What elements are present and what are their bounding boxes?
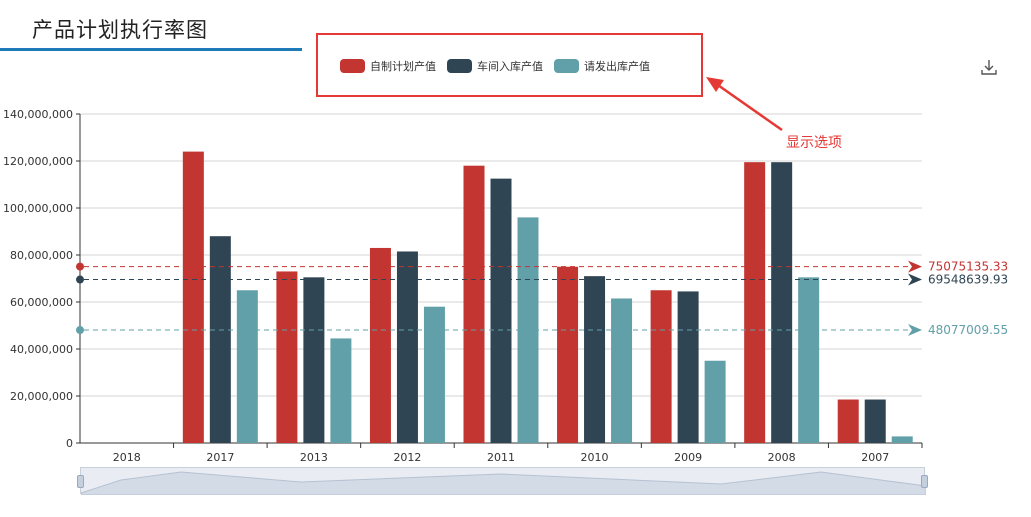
bar[interactable] [209, 236, 231, 443]
title-underline [0, 48, 302, 51]
bar[interactable] [236, 290, 258, 443]
x-tick-label: 2017 [206, 451, 234, 464]
y-tick-label: 60,000,000 [10, 296, 73, 309]
bar[interactable] [423, 306, 445, 443]
data-zoom-slider[interactable] [77, 467, 928, 495]
legend-label-plan: 自制计划产值 [370, 60, 436, 73]
bar[interactable] [182, 151, 204, 443]
y-tick-label: 20,000,000 [10, 390, 73, 403]
x-tick-label: 2018 [113, 451, 141, 464]
annotation-arrow [706, 77, 783, 132]
bar[interactable] [611, 298, 633, 443]
legend-swatch-outbound [554, 59, 579, 73]
bar[interactable] [276, 271, 298, 443]
bar[interactable] [650, 290, 672, 443]
markline-label: 48077009.55 [928, 323, 1008, 337]
y-tick-label: 40,000,000 [10, 343, 73, 356]
y-tick-label: 0 [66, 437, 73, 450]
zoom-handle-left[interactable] [77, 475, 84, 488]
bar[interactable] [584, 276, 606, 443]
y-tick-label: 80,000,000 [10, 249, 73, 262]
bar[interactable] [463, 165, 485, 443]
legend-item-outbound[interactable]: 请发出库产值 [554, 58, 650, 74]
legend-swatch-workshop [447, 59, 472, 73]
legend-label-outbound: 请发出库产值 [584, 60, 650, 73]
x-tick-label: 2011 [487, 451, 515, 464]
bar[interactable] [396, 251, 418, 443]
x-tick-label: 2009 [674, 451, 702, 464]
bar[interactable] [369, 247, 391, 443]
y-tick-label: 140,000,000 [3, 108, 73, 121]
annotation-label: 显示选项 [786, 135, 842, 151]
bar[interactable] [891, 436, 913, 443]
bar[interactable] [771, 162, 793, 444]
bar[interactable] [303, 277, 325, 443]
legend: 自制计划产值 车间入库产值 请发出库产值 [340, 58, 661, 74]
x-tick-label: 2010 [581, 451, 609, 464]
legend-swatch-plan [340, 59, 365, 73]
bar[interactable] [744, 162, 766, 444]
page-title: 产品计划执行率图 [32, 18, 208, 42]
x-tick-label: 2012 [393, 451, 421, 464]
markline-start-dot [76, 262, 84, 271]
markline-start-dot [76, 275, 84, 284]
legend-item-workshop[interactable]: 车间入库产值 [447, 58, 543, 74]
x-tick-label: 2008 [768, 451, 796, 464]
zoom-handle-right[interactable] [921, 475, 928, 488]
y-tick-label: 120,000,000 [3, 155, 73, 168]
bar[interactable] [557, 266, 579, 443]
bar[interactable] [864, 399, 886, 443]
markline-arrow [908, 324, 922, 337]
markline-start-dot [76, 326, 84, 335]
y-tick-label: 100,000,000 [3, 202, 73, 215]
x-tick-label: 2007 [861, 451, 889, 464]
bars [182, 151, 913, 444]
markline-label: 69548639.93 [928, 273, 1008, 287]
legend-item-plan[interactable]: 自制计划产值 [340, 58, 436, 74]
x-tick-label: 2013 [300, 451, 328, 464]
bar[interactable] [677, 291, 699, 443]
bar[interactable] [490, 178, 512, 443]
legend-highlight-box [316, 33, 703, 97]
download-icon[interactable] [980, 58, 998, 76]
bar[interactable] [330, 338, 352, 443]
markline-arrow [908, 260, 922, 273]
bar[interactable] [837, 399, 859, 443]
legend-label-workshop: 车间入库产值 [477, 60, 543, 73]
bar[interactable] [798, 277, 820, 443]
bar[interactable] [704, 360, 726, 443]
markline-label: 75075135.33 [928, 260, 1008, 274]
markline-arrow [908, 273, 922, 286]
